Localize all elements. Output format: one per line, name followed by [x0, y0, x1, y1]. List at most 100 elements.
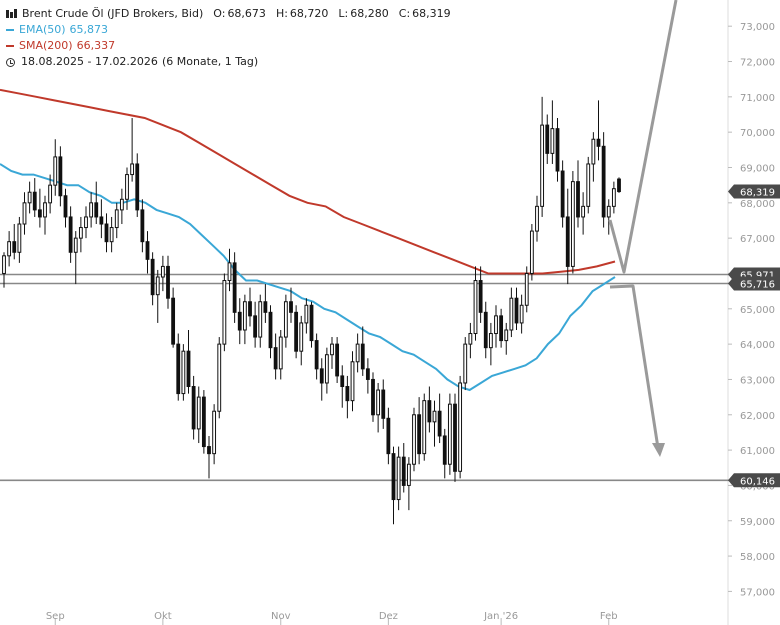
- candle: [560, 160, 565, 228]
- candle: [406, 457, 411, 511]
- candle: [335, 337, 340, 383]
- candle-body-down: [314, 340, 319, 370]
- candle-body-down: [268, 311, 273, 349]
- close-label: C:: [398, 7, 411, 20]
- candle-body-down: [171, 297, 176, 345]
- sma-swatch-icon: [6, 45, 14, 47]
- y-tick-label: 61,000: [740, 446, 775, 457]
- candle: [212, 404, 217, 465]
- candle: [53, 139, 58, 196]
- candle: [453, 393, 457, 482]
- legend-ema-row[interactable]: EMA(50) 65,873: [6, 22, 455, 38]
- candle-body-up: [488, 333, 493, 349]
- candle-body-down: [289, 301, 293, 313]
- candle: [606, 199, 611, 235]
- candle: [68, 206, 73, 263]
- candle: [350, 351, 355, 412]
- candle: [140, 199, 145, 253]
- level-badge-3-bg: [728, 473, 780, 488]
- candle: [294, 305, 299, 359]
- candle: [478, 266, 483, 323]
- candle-body-up: [22, 202, 27, 225]
- candle-body-up: [304, 304, 309, 324]
- candle-body-down: [601, 145, 606, 218]
- candle: [514, 287, 519, 330]
- legend-sma-row[interactable]: SMA(200) 66,337: [6, 38, 455, 54]
- candle-body-up: [550, 128, 555, 154]
- candle: [565, 188, 570, 285]
- candle-body-up: [109, 227, 114, 243]
- candle: [99, 199, 104, 239]
- candle-body-up: [591, 138, 596, 165]
- candle-body-up: [355, 343, 360, 363]
- high-value: 68,720: [289, 7, 329, 20]
- candle-body-down: [417, 414, 422, 455]
- sma200-layer: [0, 88, 616, 275]
- candle: [319, 358, 324, 401]
- candle-body-up: [494, 315, 498, 335]
- candle-body-up: [299, 322, 304, 352]
- low-label: L:: [338, 7, 349, 20]
- y-tick-label: 72,000: [740, 58, 775, 69]
- last-price-badge-label: 68,319: [740, 188, 775, 199]
- candle-body-up: [586, 163, 591, 207]
- candle-body-up: [17, 223, 22, 253]
- candle-body-down: [596, 138, 601, 147]
- candle: [309, 301, 314, 348]
- candle-body-up: [114, 209, 119, 229]
- candle: [2, 252, 6, 288]
- candle-body-up: [468, 333, 473, 345]
- candle: [78, 216, 83, 253]
- candle-body-down: [99, 216, 104, 225]
- candle: [437, 393, 442, 444]
- candle-body-up: [222, 280, 227, 345]
- candle-body-up: [217, 343, 222, 412]
- candle: [432, 400, 437, 447]
- candle: [89, 192, 94, 228]
- candle-body-up: [84, 216, 88, 229]
- candle-body-up: [509, 297, 514, 331]
- candle-body-down: [104, 223, 109, 243]
- x-tick-label: Feb: [600, 611, 618, 622]
- projection-arrows: [608, 0, 678, 457]
- candle-body-up: [540, 124, 545, 207]
- candle-body-down: [253, 315, 258, 338]
- candle: [109, 216, 114, 253]
- candle-body-up: [524, 272, 529, 306]
- candle-body-down: [319, 368, 324, 384]
- candle-body-down: [186, 350, 191, 388]
- candle-body-down: [135, 163, 140, 211]
- candle: [345, 375, 350, 419]
- candle: [248, 287, 252, 327]
- candle-body-up: [412, 414, 416, 465]
- candle: [494, 305, 498, 348]
- candle: [535, 195, 539, 242]
- candle: [581, 192, 586, 235]
- candle-body-up: [242, 301, 247, 331]
- candle: [386, 407, 391, 465]
- candle: [555, 118, 560, 182]
- candle: [207, 435, 211, 479]
- candle-body-up: [504, 329, 509, 342]
- candle: [181, 344, 186, 401]
- candle-body-up: [196, 396, 201, 430]
- down-scenario-arrow: [609, 284, 660, 449]
- y-axis: 57,00058,00059,00060,00061,00062,00063,0…: [727, 0, 775, 625]
- y-tick-label: 69,000: [740, 163, 775, 174]
- candle: [596, 100, 601, 161]
- candle-body-down: [32, 191, 37, 211]
- candle: [196, 386, 201, 444]
- candle-body-up: [535, 205, 539, 232]
- candle-body-down: [166, 265, 170, 299]
- candle-body-up: [581, 205, 586, 218]
- candle: [7, 231, 12, 267]
- candle: [145, 231, 150, 274]
- candle-body-up: [258, 301, 263, 338]
- candle-body-up: [227, 262, 232, 282]
- y-tick-label: 58,000: [740, 552, 775, 563]
- x-axis: Sep Okt Nov Dez Jan '26 Feb: [46, 611, 618, 625]
- candle: [84, 206, 88, 239]
- candle-body-up: [181, 350, 186, 395]
- candle: [119, 188, 124, 225]
